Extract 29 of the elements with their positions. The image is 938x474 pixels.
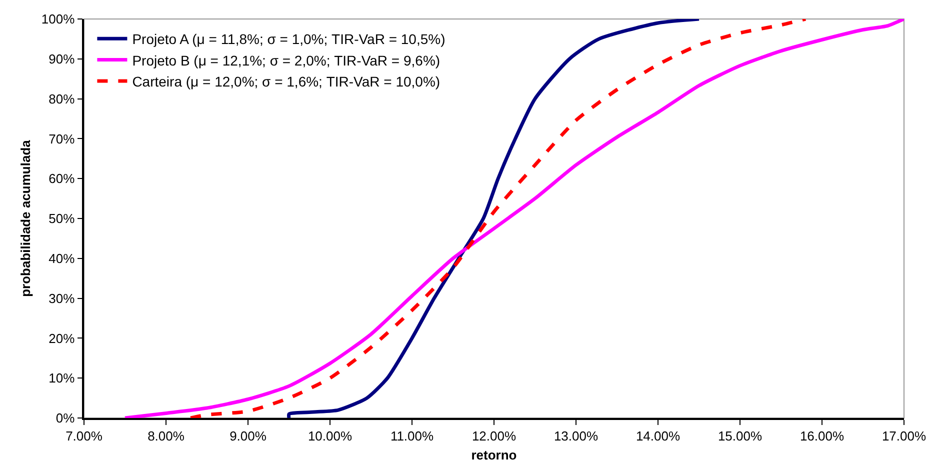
x-tick-label: 16.00% xyxy=(800,428,844,444)
y-tick-label: 40% xyxy=(48,250,76,266)
legend-label: Projeto A (μ = 11,8%; σ = 1,0%; TIR-VaR = 10,5%) xyxy=(132,31,446,48)
line-series xyxy=(123,19,904,418)
x-tick-label: 15.00% xyxy=(718,428,762,444)
y-tick-label: 80% xyxy=(48,91,76,106)
y-tick-label: 50% xyxy=(48,211,76,226)
y-tick-label: 100% xyxy=(41,12,76,27)
y-tick-label: 90% xyxy=(48,51,76,66)
x-tick-label: 17.00% xyxy=(882,428,926,444)
legend-label: Projeto B (μ = 12,1%; σ = 2,0%; TIR-VaR = 9,6%) xyxy=(132,52,440,68)
x-tick-label: 14.00% xyxy=(636,428,680,444)
line-series xyxy=(188,19,808,418)
legend-label: Carteira (μ = 12,0%; σ = 1,6%; TIR-VaR = 10,0%) xyxy=(132,73,440,90)
y-tick-label: 10% xyxy=(48,370,76,386)
x-tick-label: 8.00% xyxy=(148,428,185,444)
y-tick-label: 20% xyxy=(48,330,76,346)
x-axis-title: retorno xyxy=(471,447,517,462)
y-tick-label: 60% xyxy=(48,171,76,186)
y-tick-label: 70% xyxy=(48,131,76,146)
x-tick-label: 9.00% xyxy=(230,428,267,444)
x-tick-label: 13.00% xyxy=(554,428,598,444)
x-tick-label: 11.00% xyxy=(390,428,434,444)
y-tick-label: 0% xyxy=(56,410,76,426)
x-tick-label: 12.00% xyxy=(472,428,516,444)
x-tick-label: 7.00% xyxy=(66,428,103,444)
y-axis-title: probabilidade acumulada xyxy=(18,139,33,297)
y-tick-label: 30% xyxy=(48,290,76,306)
x-tick-label: 10.00% xyxy=(308,428,352,444)
